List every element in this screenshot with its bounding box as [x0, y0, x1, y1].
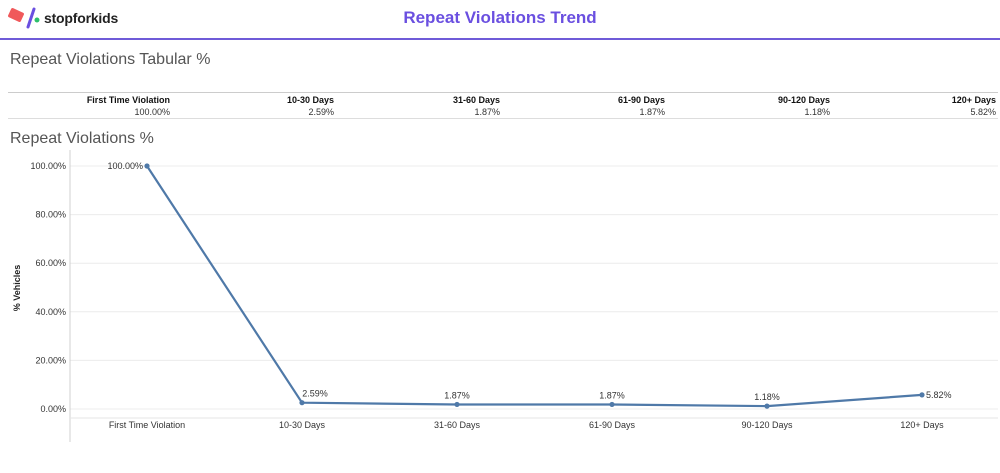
data-label: 2.59% [302, 389, 328, 399]
y-tick-label: 100.00% [30, 161, 66, 171]
table-header-cell: 31-60 Days [452, 95, 500, 105]
x-tick-label: 10-30 Days [279, 420, 326, 430]
brand-name: stopforkids [44, 10, 119, 26]
data-point [919, 392, 925, 398]
x-tick-label: 31-60 Days [434, 420, 481, 430]
y-tick-label: 20.00% [35, 355, 66, 365]
table-section-title: Repeat Violations Tabular % [10, 51, 211, 68]
brand-mark-icon [8, 7, 40, 29]
y-axis-label: % Vehicles [12, 265, 22, 312]
table-header-row: First Time Violation 10-30 Days 31-60 Days… [8, 92, 998, 106]
series-line [146, 165, 923, 408]
data-point [454, 401, 460, 408]
table-cell: 1.87% [639, 107, 665, 117]
table-header-cell: 90-120 Days [777, 95, 830, 105]
y-tick-label: 80.00% [35, 210, 66, 220]
y-tick-label: 0.00% [40, 404, 66, 414]
x-tick-label: 90-120 Days [741, 420, 793, 430]
table-cell: 1.87% [474, 107, 500, 117]
x-tick-label: 120+ Days [900, 420, 944, 430]
table-row: 100.00% 2.59% 1.87% 1.87% 1.18% 5.82% [8, 106, 998, 118]
data-point [144, 163, 150, 169]
data-label: 1.87% [599, 390, 625, 400]
data-label: 1.87% [444, 390, 470, 400]
data-label: 100.00% [107, 161, 143, 171]
data-label: 5.82% [926, 390, 952, 400]
data-point [299, 400, 305, 406]
data-point [764, 403, 770, 409]
table-cell: 1.18% [804, 107, 830, 117]
x-tick-label: First Time Violation [109, 420, 185, 430]
data-point [609, 401, 615, 408]
table-cell: 5.82% [970, 107, 996, 117]
table-header-cell: 120+ Days [951, 95, 996, 105]
table-header-cell: First Time Violation [86, 95, 170, 105]
table-header-cell: 61-90 Days [617, 95, 665, 105]
table-cell: 2.59% [308, 107, 334, 117]
x-tick-label: 61-90 Days [589, 420, 636, 430]
brand-logo[interactable]: stopforkids [8, 6, 118, 30]
header-bar: stopforkids Repeat Violations Trend [0, 0, 1000, 40]
y-tick-label: 60.00% [35, 258, 66, 268]
violations-table: First Time Violation 10-30 Days 31-60 Days… [8, 92, 998, 119]
page-title: Repeat Violations Trend [403, 8, 597, 27]
y-tick-label: 40.00% [35, 307, 66, 317]
table-header-cell: 10-30 Days [286, 95, 334, 105]
chart-section-title: Repeat Violations % [10, 130, 154, 147]
table-cell: 100.00% [134, 107, 170, 117]
data-label: 1.18% [754, 392, 780, 402]
